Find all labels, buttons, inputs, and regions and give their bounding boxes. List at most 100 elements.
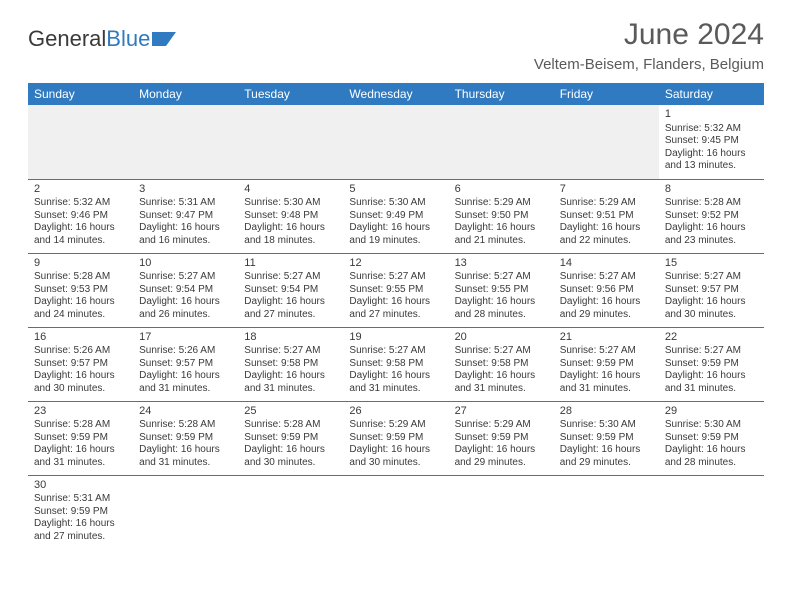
logo: GeneralBlue	[28, 26, 178, 52]
sunset-line: Sunset: 9:58 PM	[455, 358, 548, 371]
calendar-cell	[343, 475, 448, 549]
calendar-cell	[449, 105, 554, 179]
sunset-line: Sunset: 9:56 PM	[560, 284, 653, 297]
calendar-cell: 9Sunrise: 5:28 AMSunset: 9:53 PMDaylight…	[28, 253, 133, 327]
daylight-line: Daylight: 16 hours and 31 minutes.	[665, 370, 758, 395]
day-number: 22	[665, 331, 758, 345]
day-number: 12	[349, 257, 442, 271]
calendar-body: 1Sunrise: 5:32 AMSunset: 9:45 PMDaylight…	[28, 105, 764, 549]
day-number: 30	[34, 479, 127, 493]
daylight-line: Daylight: 16 hours and 30 minutes.	[244, 444, 337, 469]
sunset-line: Sunset: 9:59 PM	[349, 432, 442, 445]
sunset-line: Sunset: 9:59 PM	[560, 432, 653, 445]
sunrise-line: Sunrise: 5:27 AM	[349, 271, 442, 284]
calendar-cell	[554, 475, 659, 549]
daylight-line: Daylight: 16 hours and 22 minutes.	[560, 222, 653, 247]
daylight-line: Daylight: 16 hours and 29 minutes.	[560, 444, 653, 469]
sunrise-line: Sunrise: 5:29 AM	[349, 419, 442, 432]
day-number: 26	[349, 405, 442, 419]
daylight-line: Daylight: 16 hours and 24 minutes.	[34, 296, 127, 321]
daylight-line: Daylight: 16 hours and 27 minutes.	[34, 518, 127, 543]
sunrise-line: Sunrise: 5:32 AM	[34, 197, 127, 210]
sunset-line: Sunset: 9:53 PM	[34, 284, 127, 297]
sunset-line: Sunset: 9:59 PM	[34, 506, 127, 519]
daylight-line: Daylight: 16 hours and 26 minutes.	[139, 296, 232, 321]
calendar-cell	[238, 105, 343, 179]
sunset-line: Sunset: 9:57 PM	[139, 358, 232, 371]
day-number: 16	[34, 331, 127, 345]
sunrise-line: Sunrise: 5:27 AM	[455, 345, 548, 358]
calendar-cell	[238, 475, 343, 549]
day-number: 1	[665, 108, 758, 122]
sunrise-line: Sunrise: 5:28 AM	[139, 419, 232, 432]
page-title: June 2024	[534, 18, 764, 52]
sunset-line: Sunset: 9:59 PM	[139, 432, 232, 445]
calendar-cell: 22Sunrise: 5:27 AMSunset: 9:59 PMDayligh…	[659, 327, 764, 401]
day-number: 13	[455, 257, 548, 271]
calendar-cell: 18Sunrise: 5:27 AMSunset: 9:58 PMDayligh…	[238, 327, 343, 401]
calendar-row: 23Sunrise: 5:28 AMSunset: 9:59 PMDayligh…	[28, 401, 764, 475]
sunrise-line: Sunrise: 5:26 AM	[34, 345, 127, 358]
calendar-cell: 6Sunrise: 5:29 AMSunset: 9:50 PMDaylight…	[449, 179, 554, 253]
day-number: 11	[244, 257, 337, 271]
calendar-cell: 14Sunrise: 5:27 AMSunset: 9:56 PMDayligh…	[554, 253, 659, 327]
calendar-cell: 7Sunrise: 5:29 AMSunset: 9:51 PMDaylight…	[554, 179, 659, 253]
weekday-header: Wednesday	[343, 83, 448, 105]
calendar-row: 2Sunrise: 5:32 AMSunset: 9:46 PMDaylight…	[28, 179, 764, 253]
daylight-line: Daylight: 16 hours and 28 minutes.	[665, 444, 758, 469]
weekday-header: Thursday	[449, 83, 554, 105]
day-number: 15	[665, 257, 758, 271]
daylight-line: Daylight: 16 hours and 30 minutes.	[665, 296, 758, 321]
daylight-line: Daylight: 16 hours and 31 minutes.	[244, 370, 337, 395]
calendar-cell: 21Sunrise: 5:27 AMSunset: 9:59 PMDayligh…	[554, 327, 659, 401]
sunset-line: Sunset: 9:59 PM	[560, 358, 653, 371]
calendar-cell	[659, 475, 764, 549]
weekday-header: Friday	[554, 83, 659, 105]
day-number: 28	[560, 405, 653, 419]
calendar-cell: 8Sunrise: 5:28 AMSunset: 9:52 PMDaylight…	[659, 179, 764, 253]
sunrise-line: Sunrise: 5:27 AM	[665, 345, 758, 358]
title-block: June 2024 Veltem-Beisem, Flanders, Belgi…	[534, 18, 764, 73]
calendar-cell: 26Sunrise: 5:29 AMSunset: 9:59 PMDayligh…	[343, 401, 448, 475]
calendar-cell: 2Sunrise: 5:32 AMSunset: 9:46 PMDaylight…	[28, 179, 133, 253]
calendar-cell	[554, 105, 659, 179]
weekday-header: Tuesday	[238, 83, 343, 105]
sunrise-line: Sunrise: 5:30 AM	[349, 197, 442, 210]
day-number: 25	[244, 405, 337, 419]
daylight-line: Daylight: 16 hours and 18 minutes.	[244, 222, 337, 247]
calendar-cell: 25Sunrise: 5:28 AMSunset: 9:59 PMDayligh…	[238, 401, 343, 475]
day-number: 19	[349, 331, 442, 345]
calendar-cell: 13Sunrise: 5:27 AMSunset: 9:55 PMDayligh…	[449, 253, 554, 327]
day-number: 7	[560, 183, 653, 197]
sunset-line: Sunset: 9:57 PM	[665, 284, 758, 297]
calendar-cell: 28Sunrise: 5:30 AMSunset: 9:59 PMDayligh…	[554, 401, 659, 475]
sunset-line: Sunset: 9:47 PM	[139, 210, 232, 223]
sunset-line: Sunset: 9:55 PM	[349, 284, 442, 297]
calendar-cell: 4Sunrise: 5:30 AMSunset: 9:48 PMDaylight…	[238, 179, 343, 253]
calendar-row: 16Sunrise: 5:26 AM Sunset: 9:57 PM Dayligh…	[28, 327, 764, 401]
day-number: 14	[560, 257, 653, 271]
daylight-line: Daylight: 16 hours and 16 minutes.	[139, 222, 232, 247]
daylight-line: Daylight: 16 hours and 28 minutes.	[455, 296, 548, 321]
calendar-cell: 20Sunrise: 5:27 AMSunset: 9:58 PMDayligh…	[449, 327, 554, 401]
sunrise-line: Sunrise: 5:29 AM	[455, 419, 548, 432]
calendar-cell: 27Sunrise: 5:29 AMSunset: 9:59 PMDayligh…	[449, 401, 554, 475]
sunrise-line: Sunrise: 5:31 AM	[34, 493, 127, 506]
sunrise-line: Sunrise: 5:27 AM	[349, 345, 442, 358]
sunrise-line: Sunrise: 5:28 AM	[34, 271, 127, 284]
day-number: 5	[349, 183, 442, 197]
calendar-row: 9Sunrise: 5:28 AMSunset: 9:53 PMDaylight…	[28, 253, 764, 327]
sunset-line: Sunset: 9:46 PM	[34, 210, 127, 223]
sunrise-line: Sunrise: 5:27 AM	[244, 345, 337, 358]
daylight-line: Daylight: 16 hours and 31 minutes.	[139, 444, 232, 469]
day-number: 8	[665, 183, 758, 197]
weekday-header: Monday	[133, 83, 238, 105]
day-number: 9	[34, 257, 127, 271]
sunset-line: Sunset: 9:59 PM	[665, 358, 758, 371]
sunrise-line: Sunrise: 5:27 AM	[665, 271, 758, 284]
calendar-row: 30Sunrise: 5:31 AMSunset: 9:59 PMDayligh…	[28, 475, 764, 549]
sunset-line: Sunset: 9:58 PM	[349, 358, 442, 371]
daylight-line: Daylight: 16 hours and 29 minutes.	[455, 444, 548, 469]
calendar-cell: 24Sunrise: 5:28 AMSunset: 9:59 PMDayligh…	[133, 401, 238, 475]
daylight-line: Daylight: 16 hours and 27 minutes.	[244, 296, 337, 321]
